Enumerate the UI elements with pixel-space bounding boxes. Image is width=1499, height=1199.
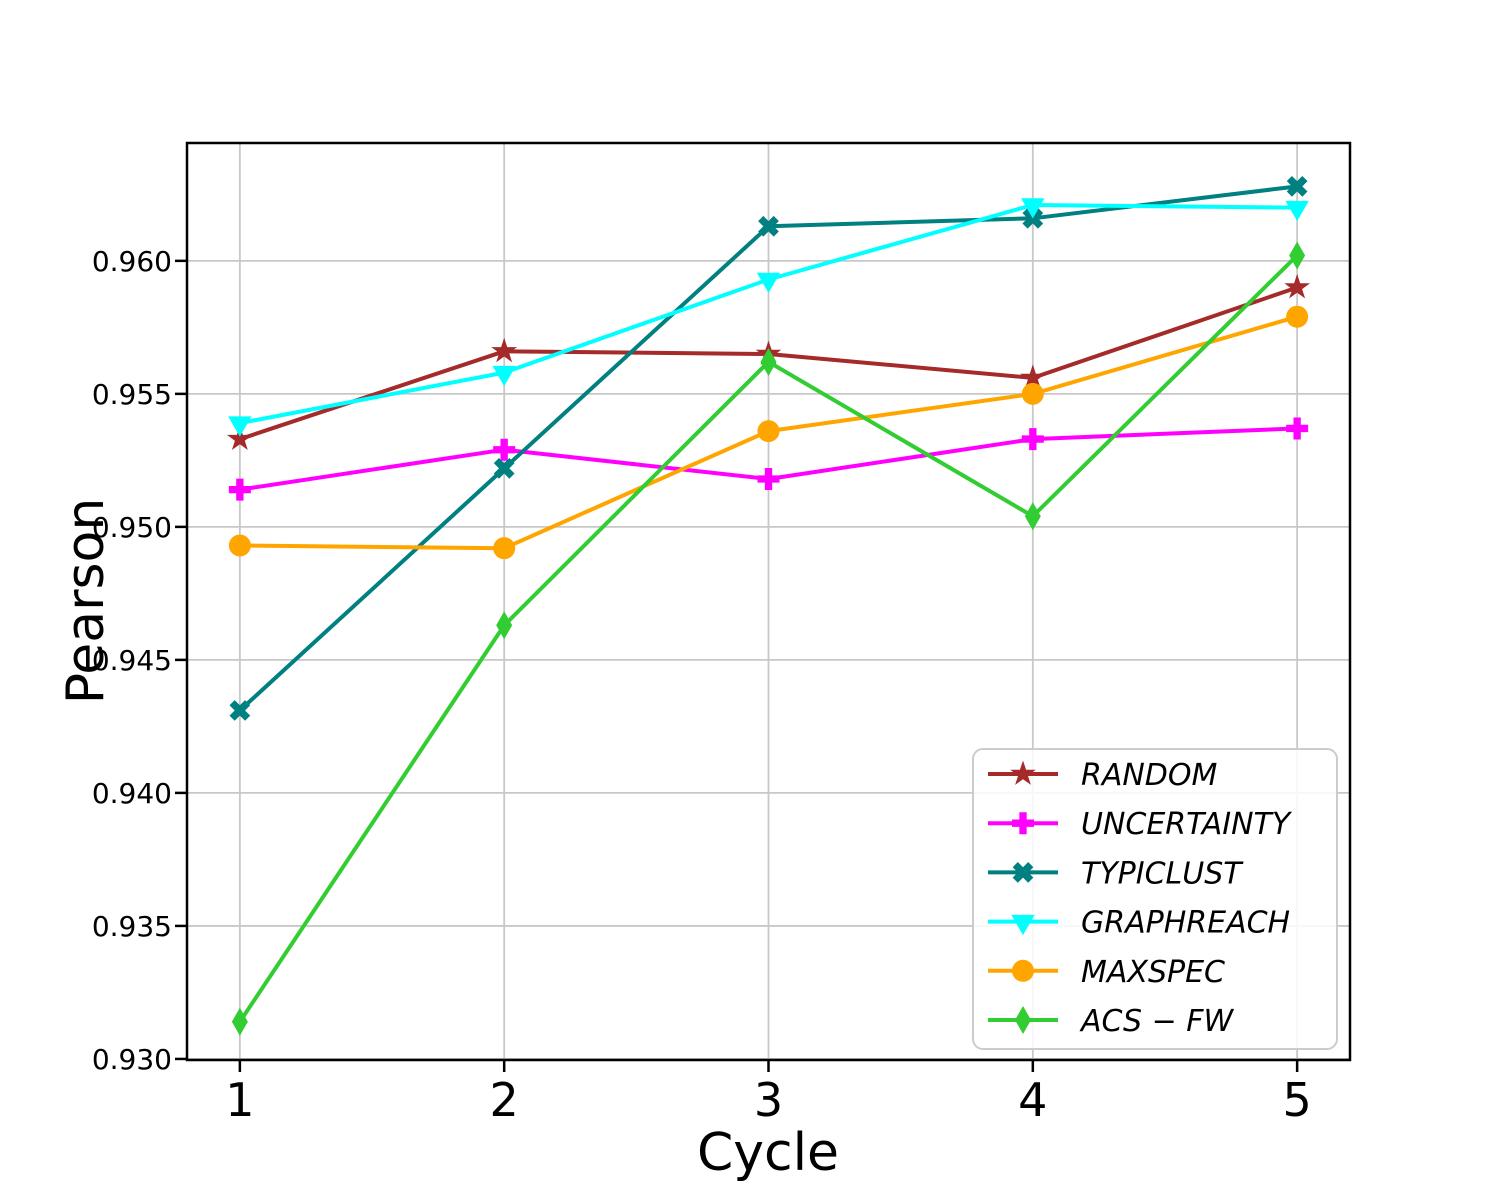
x-marker-icon	[1012, 862, 1034, 883]
y-tick-label: 0.955	[92, 378, 172, 411]
legend-label: ACS − FW	[1079, 1004, 1235, 1039]
data-point-graphreach	[756, 272, 781, 293]
data-point-graphreach	[228, 416, 252, 437]
y-tick-label: 0.960	[92, 245, 172, 278]
axes-layer: 1 2 3 4 5 0.930 0.935 0.940 0.945 0.950 0.955 0.960	[92, 141, 1352, 1127]
data-point-random	[1020, 364, 1046, 389]
legend-box	[972, 748, 1338, 1050]
data-point-maxspec	[757, 420, 780, 443]
data-point-graphreach	[1285, 200, 1309, 222]
data-point-acs-fw	[1024, 502, 1041, 531]
star-marker-icon	[1010, 760, 1036, 785]
plus-marker-icon	[1012, 812, 1034, 835]
series-layer	[227, 175, 1310, 1036]
data-point-maxspec	[228, 534, 251, 557]
data-point-acs-fw	[1289, 241, 1306, 270]
legend-item-random: RANDOM	[988, 758, 1218, 793]
legend-label: RANDOM	[1081, 758, 1218, 793]
y-tick-label: 0.930	[92, 1043, 172, 1076]
data-point-uncertainty	[757, 467, 780, 490]
legend-item-typiclust: TYPICLUST	[988, 856, 1244, 891]
legend-label: TYPICLUST	[1081, 856, 1244, 891]
data-point-graphreach	[1021, 198, 1045, 219]
data-point-uncertainty	[1021, 428, 1044, 451]
legend-label: UNCERTAINTY	[1081, 807, 1293, 842]
x-tick-label: 1	[225, 1073, 254, 1127]
triangle-down-marker-icon	[1011, 914, 1035, 936]
legend: RANDOM UNCERTAINTY TYPICLUST GRAPHREACH MAXS…	[972, 748, 1338, 1050]
data-point-acs-fw	[231, 1007, 248, 1036]
y-axis-label: Pearson	[56, 498, 116, 705]
legend-item-maxspec: MAXSPEC	[988, 955, 1225, 990]
data-point-uncertainty	[1286, 417, 1309, 440]
data-point-uncertainty	[228, 478, 251, 501]
data-point-maxspec	[493, 537, 516, 560]
data-point-graphreach	[492, 365, 516, 387]
data-point-typiclust	[1286, 175, 1308, 197]
data-point-acs-fw	[760, 347, 777, 376]
data-point-typiclust	[493, 457, 515, 479]
y-tick-label: 0.940	[92, 777, 172, 810]
data-point-typiclust	[758, 215, 779, 237]
data-point-maxspec	[1286, 305, 1309, 328]
y-tick-label: 0.950	[92, 511, 172, 544]
legend-item-uncertainty: UNCERTAINTY	[988, 807, 1293, 842]
diamond-marker-icon	[1015, 1006, 1031, 1034]
data-point-uncertainty	[493, 438, 516, 461]
legend-item-acs-fw: ACS − FW	[988, 1004, 1235, 1039]
data-point-acs-fw	[496, 611, 513, 640]
legend-label: GRAPHREACH	[1081, 906, 1290, 941]
x-tick-label: 5	[1282, 1073, 1311, 1127]
data-point-typiclust	[229, 700, 251, 721]
data-point-maxspec	[1021, 382, 1044, 405]
legend-label: MAXSPEC	[1081, 955, 1225, 990]
x-tick-label: 3	[754, 1073, 783, 1127]
data-point-random	[491, 337, 517, 363]
x-tick-label: 2	[490, 1073, 519, 1127]
x-tick-label: 4	[1018, 1073, 1047, 1127]
data-point-random	[1284, 274, 1310, 299]
y-tick-label: 0.935	[92, 910, 172, 943]
legend-item-graphreach: GRAPHREACH	[988, 906, 1290, 941]
y-tick-label: 0.945	[92, 644, 172, 677]
data-point-random	[227, 425, 253, 450]
circle-marker-icon	[1012, 959, 1034, 982]
x-axis-label: Cycle	[697, 1123, 839, 1183]
